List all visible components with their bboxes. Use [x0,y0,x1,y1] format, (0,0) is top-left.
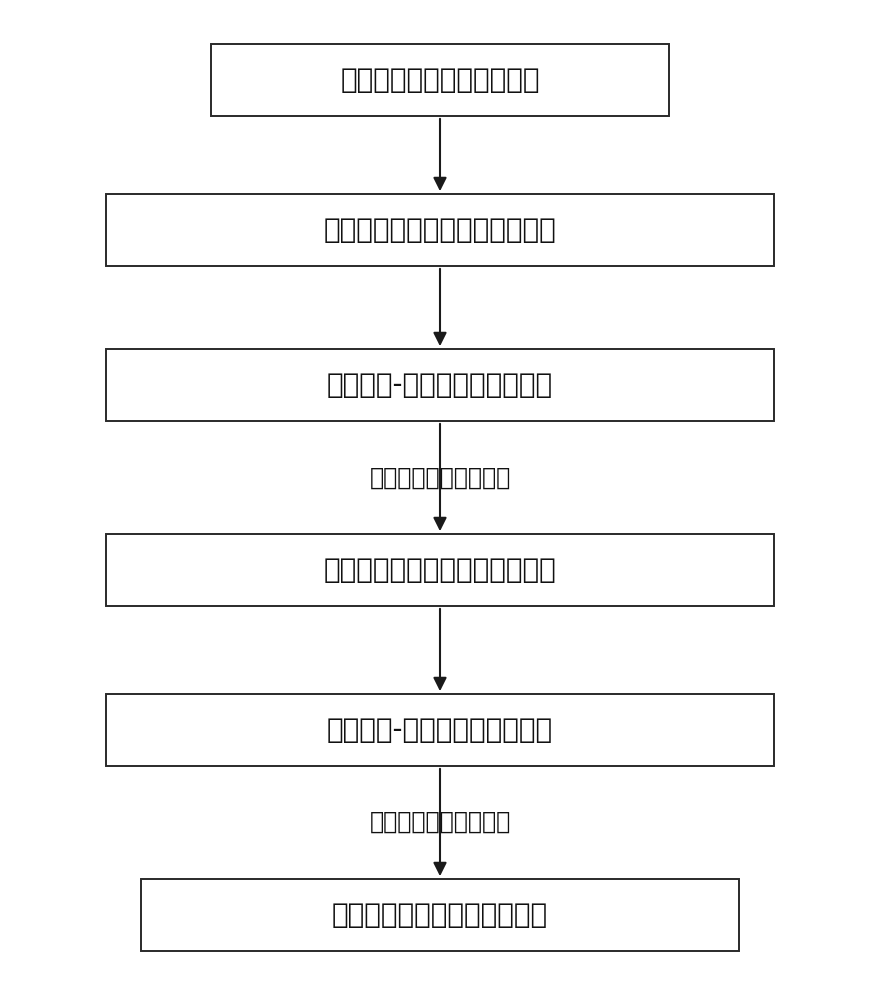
Text: 施加周期边界条件及等效热载荷: 施加周期边界条件及等效热载荷 [324,216,556,244]
Text: 启动宏观-细观多尺度分析程序: 启动宏观-细观多尺度分析程序 [327,716,553,744]
FancyBboxPatch shape [106,534,774,606]
Text: 启动细观-微观多尺度分析程序: 启动细观-微观多尺度分析程序 [327,371,553,399]
FancyBboxPatch shape [106,694,774,766]
Text: 施加周期边界条件及等效热载荷: 施加周期边界条件及等效热载荷 [324,556,556,584]
FancyBboxPatch shape [211,44,669,116]
Text: 启动宏观复合材料有限元分析: 启动宏观复合材料有限元分析 [332,901,548,929]
FancyBboxPatch shape [106,194,774,266]
Text: 传递等效宏观材料属性: 传递等效宏观材料属性 [370,810,510,834]
Text: 建立宏观、细观、微观模型: 建立宏观、细观、微观模型 [341,66,539,94]
Text: 传递细观等效材料属性: 传递细观等效材料属性 [370,466,510,490]
FancyBboxPatch shape [106,349,774,421]
FancyBboxPatch shape [141,879,739,951]
